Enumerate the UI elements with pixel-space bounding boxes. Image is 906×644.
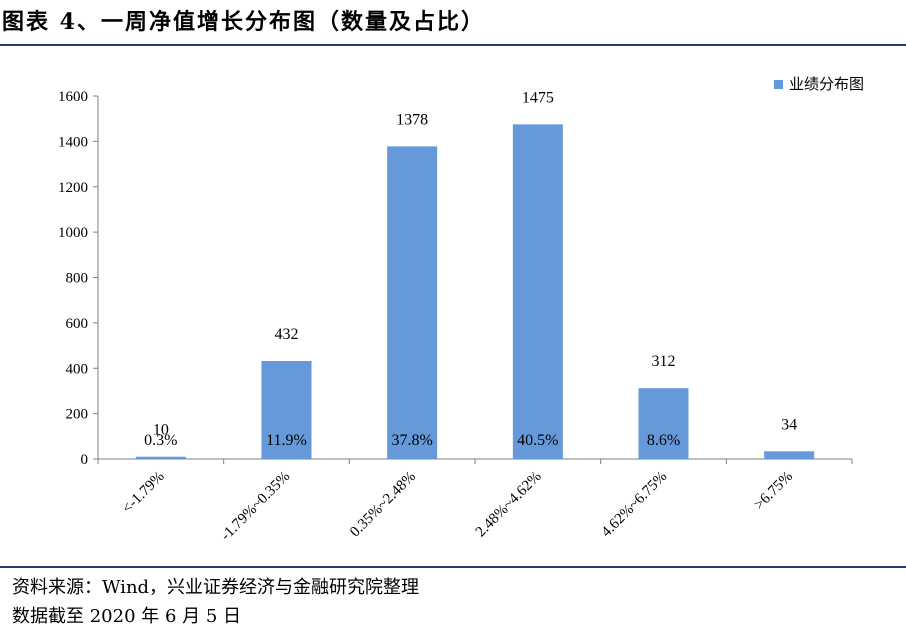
percent-label: 11.9% bbox=[266, 432, 307, 449]
bar bbox=[638, 388, 689, 459]
legend-swatch bbox=[774, 80, 783, 89]
category-label: -1.79%~0.35% bbox=[218, 469, 293, 544]
value-label: 1378 bbox=[396, 111, 428, 128]
title-rule bbox=[0, 44, 906, 46]
percent-label: 37.8% bbox=[392, 432, 433, 449]
value-label: 312 bbox=[652, 353, 676, 370]
value-label: 34 bbox=[781, 416, 797, 433]
y-tick-label: 200 bbox=[66, 407, 89, 423]
bar bbox=[387, 146, 438, 459]
source-note: 资料来源：Wind，兴业证券经济与金融研究院整理 bbox=[12, 577, 420, 598]
value-label: 432 bbox=[275, 326, 299, 343]
bar bbox=[764, 451, 815, 459]
category-label: 0.35%~2.48% bbox=[347, 469, 419, 541]
legend-label: 业绩分布图 bbox=[789, 76, 864, 93]
figure-title: 图表 4、一周净值增长分布图（数量及占比） bbox=[2, 9, 485, 35]
bar bbox=[512, 124, 563, 459]
category-label: 4.62%~6.75% bbox=[598, 469, 670, 541]
bar bbox=[261, 360, 312, 459]
y-tick-label: 0 bbox=[81, 452, 89, 468]
category-label: <-1.79% bbox=[119, 469, 167, 517]
value-label: 1475 bbox=[522, 89, 554, 106]
percent-label: 8.6% bbox=[647, 432, 680, 449]
bar bbox=[135, 456, 186, 459]
percent-label: 0.3% bbox=[144, 432, 177, 449]
y-tick-label: 1200 bbox=[58, 180, 88, 196]
date-note: 数据截至 2020 年 6 月 5 日 bbox=[12, 606, 242, 627]
y-tick-label: 600 bbox=[66, 316, 89, 332]
y-tick-label: 1600 bbox=[58, 89, 88, 105]
value-label: 10 bbox=[153, 422, 169, 439]
bottom-rule bbox=[0, 566, 906, 568]
y-tick-label: 800 bbox=[66, 271, 89, 287]
y-tick-label: 400 bbox=[66, 361, 89, 377]
bar-chart: 0 200 400 600 800 1000 1200 1400 1600 100.3% <-1.7… bbox=[58, 76, 864, 544]
y-tick-label: 1400 bbox=[58, 134, 88, 150]
y-tick-label: 1000 bbox=[58, 225, 88, 241]
percent-label: 40.5% bbox=[517, 432, 558, 449]
category-label: >6.75% bbox=[751, 469, 796, 514]
category-label: 2.48%~4.62% bbox=[473, 469, 545, 541]
